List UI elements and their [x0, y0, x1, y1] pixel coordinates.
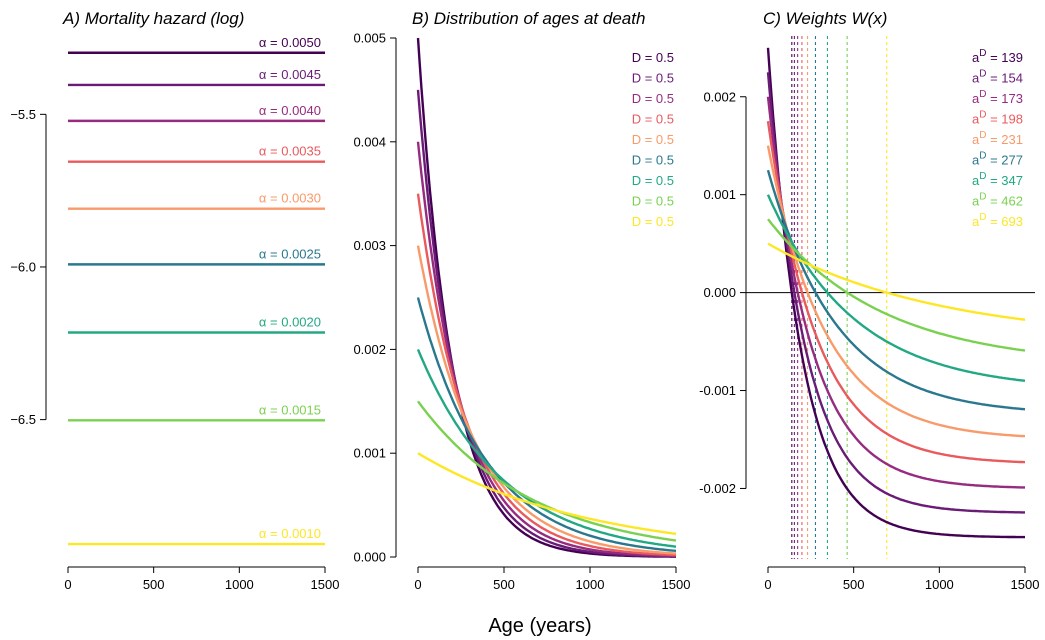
series-label: α = 0.0015: [259, 402, 321, 417]
x-tick-label: 500: [143, 577, 165, 592]
legend-entry: D = 0.5: [632, 173, 674, 188]
legend-entry: aD = 277: [972, 151, 1023, 168]
weight-curve: [766, 121, 1026, 464]
series-label: α = 0.0035: [259, 144, 321, 159]
y-tick-label: 0.005: [353, 31, 386, 46]
legend-entry: aD = 154: [972, 69, 1023, 86]
series-label: α = 0.0050: [259, 35, 321, 50]
y-tick-label: 0.003: [353, 238, 386, 253]
x-tick-label: 1500: [662, 577, 691, 592]
y-tick-label: -0.002: [699, 481, 736, 496]
y-tick-label: 0.004: [353, 134, 386, 149]
y-tick-label: -0.001: [699, 383, 736, 398]
legend-entry: aD = 139: [972, 48, 1023, 65]
series-label: α = 0.0010: [259, 526, 321, 541]
x-tick-label: 1500: [1011, 577, 1040, 592]
panel-title: A) Mortality hazard (log): [62, 9, 244, 28]
series-label: α = 0.0045: [259, 67, 321, 82]
x-tick-label: 1000: [225, 577, 254, 592]
weight-curve: [766, 169, 1026, 411]
panel-2: B) Distribution of ages at death 0 500 1000…: [353, 9, 690, 592]
legend-entry: D = 0.5: [632, 194, 674, 209]
x-tick-label: 500: [843, 577, 865, 592]
legend-entry: aD = 173: [972, 89, 1023, 106]
y-tick-label: −6.5: [10, 412, 36, 427]
density-curve: [416, 348, 677, 548]
legend-entry: aD = 198: [972, 110, 1023, 127]
x-tick-label: 1000: [576, 577, 605, 592]
x-axis-label: Age (years): [488, 615, 591, 637]
legend-entry: D = 0.5: [632, 153, 674, 168]
y-tick-label: 0.000: [703, 285, 736, 300]
density-curve: [416, 193, 677, 557]
panel-title: B) Distribution of ages at death: [412, 9, 645, 28]
x-tick-label: 1000: [925, 577, 954, 592]
legend-entry: D = 0.5: [632, 112, 674, 127]
series-label: α = 0.0020: [259, 314, 321, 329]
density-curve: [416, 297, 677, 553]
series-label: α = 0.0040: [259, 103, 321, 118]
y-tick-label: −6.0: [10, 259, 36, 274]
y-tick-label: −5.5: [10, 107, 36, 122]
legend-entry: D = 0.5: [632, 91, 674, 106]
legend-entry: aD = 347: [972, 171, 1023, 188]
legend-entry: D = 0.5: [632, 50, 674, 65]
weight-curve: [766, 72, 1025, 514]
legend-entry: D = 0.5: [632, 71, 674, 86]
legend-entry: aD = 693: [972, 212, 1023, 229]
y-tick-label: 0.002: [353, 342, 386, 357]
x-tick-label: 0: [764, 577, 771, 592]
weight-curve: [767, 242, 1026, 321]
x-tick-label: 500: [493, 577, 515, 592]
panel-3: C) Weights W(x) 0 500 1000 1500 0.002 0.001 0.0…: [699, 9, 1039, 592]
series-label: α = 0.0025: [259, 246, 321, 261]
legend-entry: D = 0.5: [632, 214, 674, 229]
legend-entry: D = 0.5: [632, 132, 674, 147]
y-tick-label: 0.000: [353, 550, 386, 565]
weight-curve: [766, 145, 1026, 438]
weight-curve: [766, 47, 1025, 539]
legend-entry: aD = 462: [972, 192, 1023, 209]
panel-1: A) Mortality hazard (log) 0 500 1000 1500 −5.…: [10, 9, 339, 592]
y-tick-label: 0.001: [353, 446, 386, 461]
x-tick-label: 0: [414, 577, 421, 592]
weight-curve: [766, 96, 1026, 489]
x-tick-label: 1500: [311, 577, 340, 592]
density-curve: [417, 452, 677, 535]
legend-entry: aD = 231: [972, 130, 1023, 147]
y-tick-label: 0.001: [703, 187, 736, 202]
panel-title: C) Weights W(x): [763, 9, 887, 28]
density-curve: [417, 400, 677, 542]
density-curve: [416, 245, 677, 555]
weight-curve: [766, 194, 1026, 382]
x-tick-label: 0: [64, 577, 71, 592]
y-tick-label: 0.002: [703, 89, 736, 104]
series-label: α = 0.0030: [259, 191, 321, 206]
